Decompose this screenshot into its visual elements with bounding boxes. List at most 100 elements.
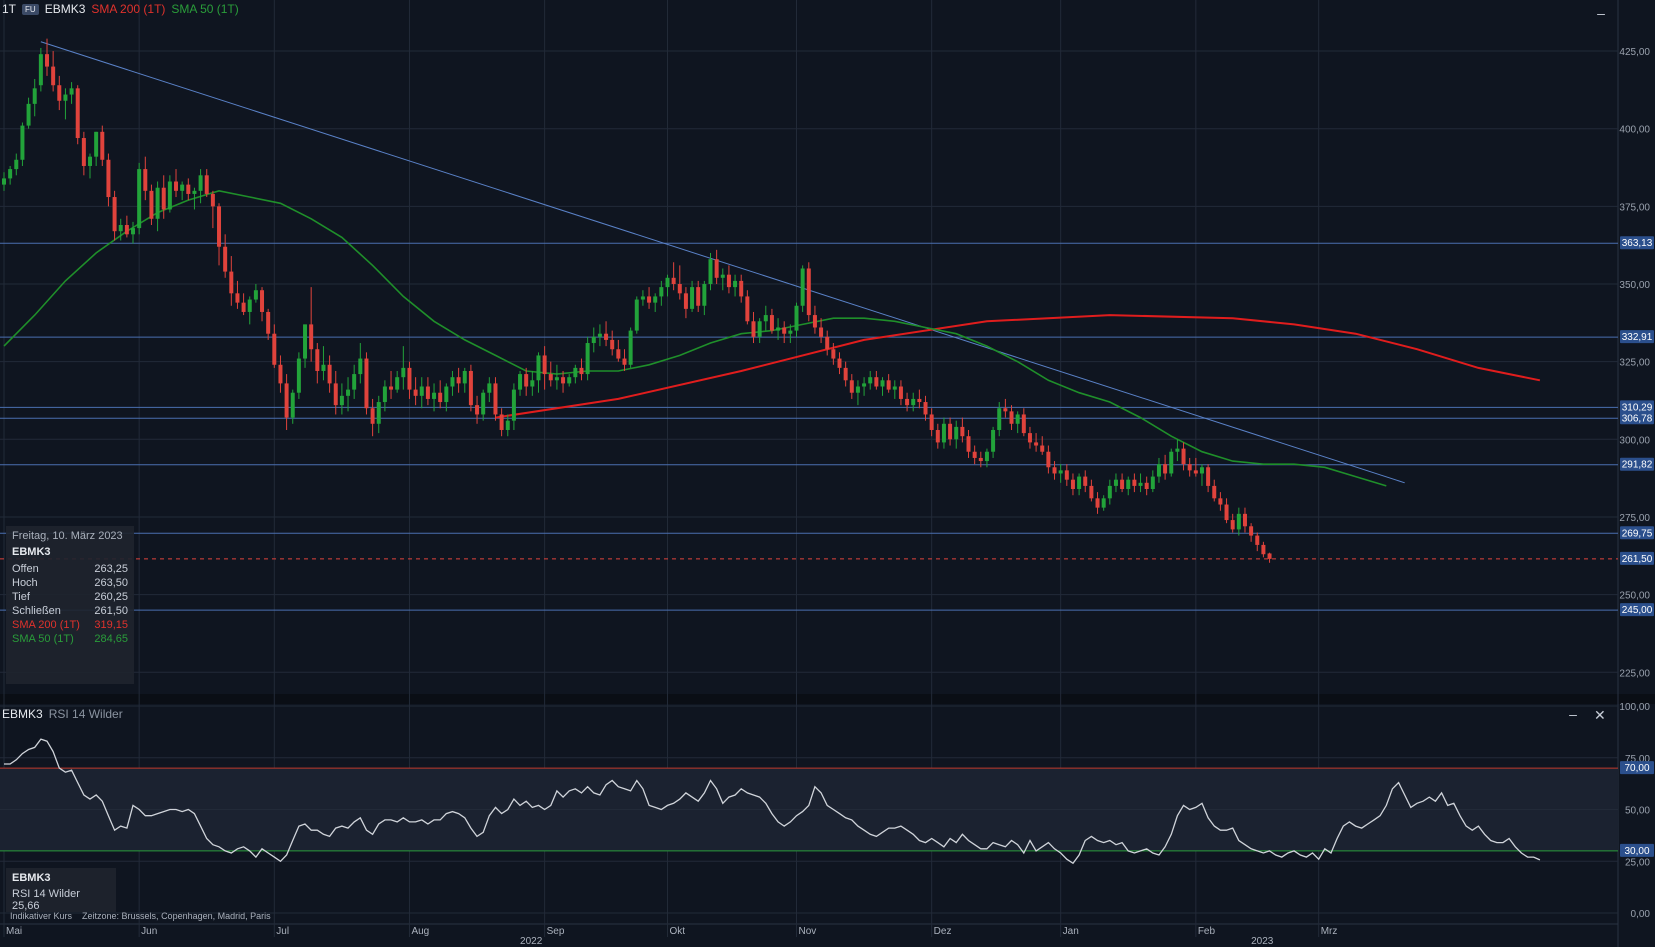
candle-body bbox=[235, 293, 240, 303]
price-tick-label: 225,00 bbox=[1619, 668, 1650, 679]
candle bbox=[1009, 405, 1014, 430]
candle-body bbox=[1156, 464, 1161, 477]
candle-body bbox=[628, 330, 633, 365]
rsi-symbol[interactable]: EBMK3 bbox=[2, 707, 43, 721]
level-badge bbox=[1620, 526, 1654, 540]
trendline bbox=[40, 41, 1405, 484]
candle-body bbox=[57, 85, 62, 101]
candle bbox=[984, 448, 989, 468]
sma200-legend[interactable]: SMA 200 (1T) bbox=[91, 2, 166, 16]
candle-body bbox=[389, 386, 394, 390]
candle-body bbox=[438, 392, 443, 403]
candle bbox=[745, 290, 750, 325]
candle-body bbox=[935, 429, 940, 443]
candle-body bbox=[1230, 520, 1235, 530]
year-label: 2023 bbox=[1251, 936, 1274, 947]
candle bbox=[690, 280, 695, 312]
candle bbox=[855, 380, 860, 406]
candle bbox=[186, 178, 191, 201]
candle-body bbox=[407, 367, 412, 390]
candle bbox=[849, 374, 854, 399]
candle-body bbox=[395, 377, 400, 390]
candle-body bbox=[874, 377, 879, 387]
candle bbox=[315, 343, 320, 384]
candle-body bbox=[1015, 414, 1020, 424]
candle bbox=[389, 370, 394, 399]
info-value: 261,50 bbox=[94, 605, 128, 617]
candle bbox=[51, 51, 56, 92]
ohlc-info-box: Freitag, 10. März 2023 EBMK3 Offen 263,2… bbox=[6, 526, 134, 684]
candle bbox=[413, 377, 418, 406]
candle bbox=[296, 352, 301, 399]
candle-body bbox=[677, 284, 682, 294]
time-tick-label: Nov bbox=[799, 926, 817, 937]
candle bbox=[370, 398, 375, 437]
candle-body bbox=[475, 405, 480, 415]
symbol-label[interactable]: EBMK3 bbox=[44, 2, 86, 16]
rsi-indicator-label[interactable]: RSI 14 Wilder bbox=[48, 707, 123, 721]
candle-body bbox=[321, 364, 326, 371]
candle-body bbox=[948, 423, 953, 440]
candle-body bbox=[413, 389, 418, 396]
candle bbox=[112, 190, 117, 241]
candle bbox=[1218, 492, 1223, 511]
candle bbox=[917, 389, 922, 409]
info-symbol: EBMK3 bbox=[12, 546, 51, 558]
candle-body bbox=[653, 296, 658, 303]
candle bbox=[567, 374, 572, 387]
footer-note-price: Indikativer Kurs bbox=[10, 911, 73, 921]
rsi-tick-label: 50,00 bbox=[1625, 806, 1650, 817]
candle bbox=[1175, 439, 1180, 462]
info-label: Schließen bbox=[12, 605, 61, 617]
sma50-legend[interactable]: SMA 50 (1T) bbox=[171, 2, 239, 16]
rsi-close-icon[interactable]: ✕ bbox=[1594, 707, 1606, 723]
candle-body bbox=[1163, 464, 1168, 474]
candle bbox=[868, 370, 873, 390]
timeframe-selector[interactable]: 1T bbox=[2, 2, 17, 16]
candle bbox=[1021, 408, 1026, 437]
info-row-low: Tief 260,25 bbox=[12, 590, 128, 604]
candle bbox=[1046, 445, 1051, 474]
candle-body bbox=[45, 54, 50, 67]
candle bbox=[106, 153, 111, 207]
moving-averages bbox=[3, 189, 1541, 487]
level-label: 291,82 bbox=[1622, 460, 1653, 471]
candle bbox=[776, 318, 781, 340]
candle bbox=[806, 262, 811, 322]
candle bbox=[1126, 476, 1131, 496]
candle bbox=[524, 367, 529, 396]
candle bbox=[518, 370, 523, 396]
candle-body bbox=[1009, 411, 1014, 424]
candle-body bbox=[382, 386, 387, 403]
candle bbox=[131, 221, 136, 244]
candle bbox=[1249, 523, 1254, 542]
candle bbox=[972, 445, 977, 465]
candle bbox=[954, 420, 959, 449]
info-value: 319,15 bbox=[94, 619, 128, 631]
candle-body bbox=[131, 228, 136, 235]
candle-body bbox=[149, 190, 154, 219]
rsi-tick-label: 0,00 bbox=[1631, 909, 1651, 920]
candle-body bbox=[217, 206, 222, 247]
candle-body bbox=[905, 398, 910, 406]
candle-body bbox=[622, 358, 627, 365]
minimize-icon[interactable]: – bbox=[1597, 5, 1605, 21]
rsi-oversold-line-label: 30,00 bbox=[1624, 846, 1649, 857]
candle-body bbox=[806, 268, 811, 316]
candle-body bbox=[419, 386, 424, 396]
level-label: 269,75 bbox=[1622, 528, 1653, 539]
candle-body bbox=[1150, 476, 1155, 490]
candle bbox=[1015, 411, 1020, 434]
candle-body bbox=[763, 315, 768, 322]
candle bbox=[1107, 479, 1112, 505]
candle bbox=[530, 370, 535, 396]
candle bbox=[898, 380, 903, 406]
rsi-minimize-icon[interactable]: – bbox=[1569, 706, 1577, 722]
candle bbox=[604, 321, 609, 347]
candle bbox=[800, 265, 805, 312]
candle bbox=[137, 162, 142, 235]
candle-body bbox=[733, 280, 738, 288]
